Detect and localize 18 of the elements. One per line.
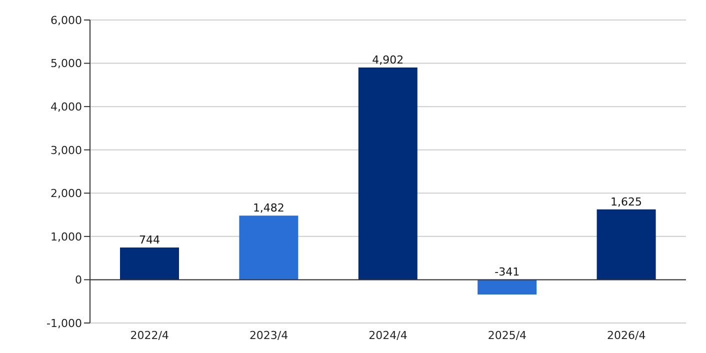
x-tick-label: 2024/4 bbox=[368, 328, 408, 342]
y-tick-label: 4,000 bbox=[50, 100, 82, 114]
x-tick-label: 2022/4 bbox=[130, 328, 169, 342]
data-label: 744 bbox=[139, 234, 160, 247]
data-label: 1,482 bbox=[252, 202, 284, 215]
data-label: -341 bbox=[494, 266, 520, 279]
y-tick-label: 3,000 bbox=[50, 144, 82, 157]
y-tick-label: 5,000 bbox=[50, 57, 82, 70]
y-tick-label: -1,000 bbox=[46, 316, 82, 330]
x-tick-label: 2023/4 bbox=[249, 328, 288, 342]
y-tick-label: 6,000 bbox=[50, 14, 82, 27]
x-tick-label: 2025/4 bbox=[488, 328, 527, 342]
y-tick-label: 2,000 bbox=[50, 187, 82, 200]
y-tick-label: 0 bbox=[75, 274, 82, 287]
y-tick-label: 1,000 bbox=[50, 230, 82, 244]
data-label: 1,625 bbox=[610, 195, 642, 208]
x-tick-label: 2026/4 bbox=[607, 328, 646, 342]
data-label: 4,902 bbox=[372, 54, 404, 67]
